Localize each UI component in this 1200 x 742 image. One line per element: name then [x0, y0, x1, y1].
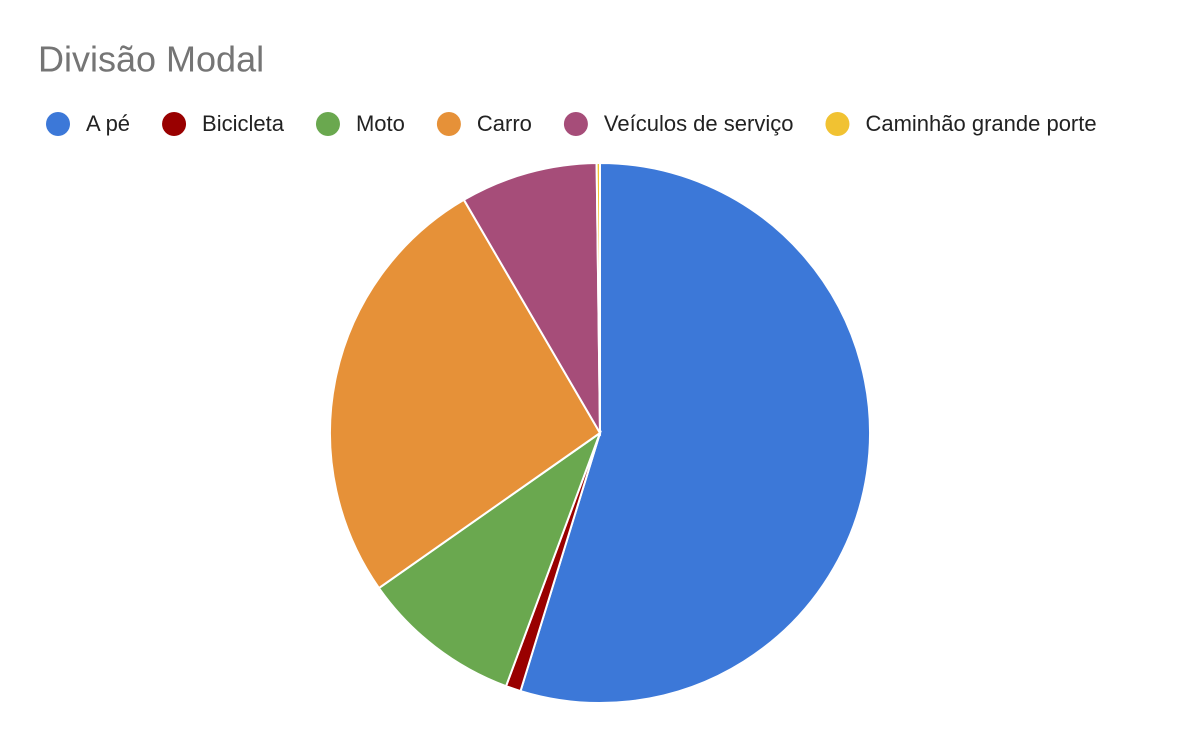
legend-swatch: [825, 112, 850, 136]
legend-label: Moto: [356, 111, 405, 136]
legend-label: Bicicleta: [202, 111, 285, 136]
pie-slice: [462, 162, 602, 437]
legend-label: Carro: [477, 111, 532, 136]
pie-slice: [377, 430, 603, 688]
legend-label: Veículos de serviço: [604, 111, 794, 136]
chart-title: Divisão Modal: [38, 39, 264, 80]
legend-swatch: [162, 112, 187, 136]
legend-swatch: [46, 112, 70, 136]
pie-slice: [329, 198, 602, 590]
legend-label: Caminhão grande porte: [865, 111, 1096, 136]
legend-swatch: [436, 112, 461, 136]
pie-slice: [519, 161, 872, 704]
legend-swatch: [563, 112, 588, 136]
legend-swatch: [315, 112, 340, 136]
pie-slice: [595, 161, 601, 434]
legend-label: A pé: [86, 111, 130, 136]
